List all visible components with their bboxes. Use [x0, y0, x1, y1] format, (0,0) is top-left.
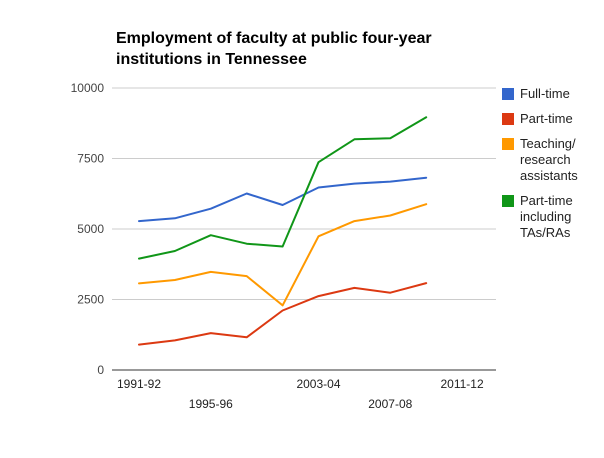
series-line-full-time	[138, 176, 428, 223]
legend: Full-time Part-time Teaching/ research ass…	[502, 86, 602, 250]
x-tick-label: 1991-92	[117, 377, 161, 391]
chart-title-line-2: institutions in Tennessee	[116, 51, 307, 68]
y-tick-label: 0	[97, 363, 104, 377]
legend-swatch	[502, 138, 514, 150]
legend-item: Part-time including TAs/RAs	[502, 193, 602, 241]
series-line-teaching-research-assistants	[138, 203, 428, 307]
legend-swatch	[502, 195, 514, 207]
chart-title: Employment of faculty at public four-yea…	[116, 28, 476, 70]
legend-label: Full-time	[520, 86, 570, 101]
x-tick-label: 2011-12	[441, 377, 484, 391]
series-line-part-time	[138, 282, 428, 346]
legend-swatch	[502, 113, 514, 125]
legend-item: Full-time	[502, 86, 602, 102]
legend-label: Teaching/ research assistants	[520, 136, 578, 183]
y-tick-label: 5000	[77, 222, 104, 236]
series-lines	[138, 116, 428, 346]
legend-label: Part-time	[520, 111, 573, 126]
y-tick-label: 2500	[77, 293, 104, 307]
x-tick-label: 1995-96	[189, 397, 233, 411]
legend-swatch	[502, 88, 514, 100]
y-tick-label: 7500	[77, 152, 104, 166]
x-tick-label: 2003-04	[296, 377, 340, 391]
legend-item: Part-time	[502, 111, 602, 127]
legend-item: Teaching/ research assistants	[502, 136, 602, 184]
y-tick-label: 10000	[71, 81, 105, 95]
legend-label: Part-time including TAs/RAs	[520, 193, 573, 240]
tick-labels: 0 2500 5000 7500 10000 1991-92 2003-04 2011-12 1…	[71, 81, 484, 411]
x-tick-label: 2007-08	[368, 397, 412, 411]
series-line-part-time-including-tas-ras	[138, 116, 428, 260]
chart-title-line-1: Employment of faculty at public four-yea…	[116, 30, 432, 47]
gridlines	[112, 87, 496, 300]
